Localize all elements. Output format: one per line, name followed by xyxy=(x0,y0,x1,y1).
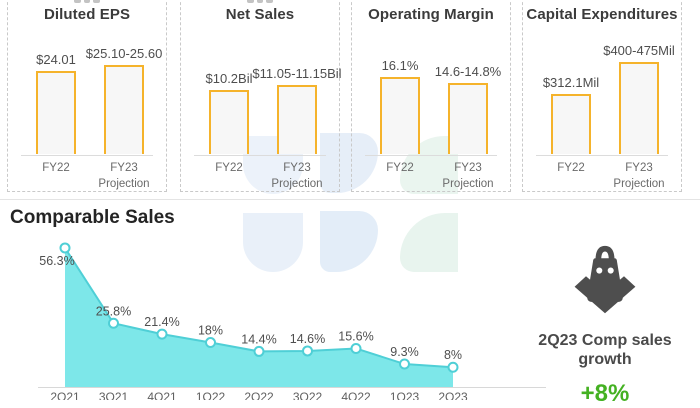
data-point-label: 14.4% xyxy=(241,332,276,346)
data-point-marker xyxy=(59,242,71,254)
icon-fragment xyxy=(247,0,254,3)
kpi-panel-4: Capital Expenditures $312.1Mil FY22 $400-47… xyxy=(522,0,682,192)
data-point-label: 56.3% xyxy=(39,254,74,268)
watermark-petal-icon xyxy=(243,213,303,272)
bag-dot xyxy=(607,267,614,274)
kpi-x-label: FY23 Projection xyxy=(613,162,665,190)
data-point-label: 9.3% xyxy=(390,345,419,359)
kpi-bar xyxy=(619,62,659,154)
kpi-bar xyxy=(551,94,591,154)
icon-fragment xyxy=(83,0,91,3)
x-tick-label: 2Q21 xyxy=(50,390,80,400)
x-tick-label: 2Q22 xyxy=(244,390,274,400)
kpi-title: Diluted EPS xyxy=(43,6,131,23)
data-point-marker xyxy=(302,345,313,357)
bag-handle xyxy=(595,245,615,263)
kpi-bar-value: $400-475Mil xyxy=(603,43,675,58)
cut-off-icon xyxy=(247,0,274,3)
callout-value: +8% xyxy=(580,380,630,408)
kpi-bar xyxy=(277,85,317,154)
kpi-x-label: FY22 xyxy=(386,162,414,174)
x-tick-label: 1Q23 xyxy=(390,390,420,400)
kpi-bar xyxy=(448,83,488,154)
kpi-x-label: FY23 Projection xyxy=(271,162,323,190)
data-point-marker xyxy=(156,328,168,340)
data-point-marker xyxy=(108,317,119,329)
bag-body xyxy=(587,258,623,302)
data-point-label: 15.6% xyxy=(338,329,373,343)
kpi-bar-value: $24.01 xyxy=(36,52,76,67)
kpi-panel-2: Net Sales $10.2Bil FY22 $11.05-11.15Bil FY23… xyxy=(180,0,342,192)
kpi-x-label: FY22 xyxy=(42,162,70,174)
kpi-baseline xyxy=(365,155,497,156)
kpi-title: Operating Margin xyxy=(368,6,494,23)
section-divider xyxy=(0,199,700,200)
data-point-label: 8% xyxy=(444,348,462,362)
comparable-sales-heading: Comparable Sales xyxy=(10,207,175,228)
x-tick-label: 4Q21 xyxy=(147,390,177,400)
kpi-title: Net Sales xyxy=(225,6,295,23)
kpi-bar-value: 16.1% xyxy=(381,58,419,73)
kpi-x-label: FY23 Projection xyxy=(98,162,150,190)
icon-fragment xyxy=(74,0,81,3)
data-point-label: 25.8% xyxy=(96,304,131,318)
kpi-bar-value: $11.05-11.15Bil xyxy=(252,66,342,81)
x-tick-label: 1Q22 xyxy=(196,390,226,400)
kpi-bar-value: $25.10-25.60 xyxy=(85,46,163,61)
data-point-marker xyxy=(253,345,265,357)
kpi-panel-1: Diluted EPS $24.01 FY22 $25.10-25.60 FY23 Pr… xyxy=(7,0,167,192)
kpi-bar-value: 14.6-14.8% xyxy=(434,64,502,79)
icon-fragment xyxy=(93,0,101,3)
data-point-label: 18% xyxy=(198,324,223,338)
kpi-bar-value: $312.1Mil xyxy=(542,75,600,90)
x-tick-label: 3Q21 xyxy=(99,390,129,400)
data-point-marker xyxy=(205,337,216,349)
callout-label: 2Q23 Comp sales growth xyxy=(538,332,672,369)
icon-fragment xyxy=(266,0,274,3)
kpi-bar xyxy=(209,90,249,154)
icon-fragment xyxy=(256,0,264,3)
kpi-baseline xyxy=(194,155,326,156)
data-point-label: 14.6% xyxy=(290,332,325,346)
x-tick-label: 2Q23 xyxy=(438,390,468,400)
kpi-bar-value: $10.2Bil xyxy=(205,71,253,86)
data-point-marker xyxy=(447,361,459,373)
comp-sales-callout: 2Q23 Comp sales growth +8% xyxy=(523,242,687,408)
data-point-marker xyxy=(350,342,362,354)
x-tick-label: 4Q22 xyxy=(341,390,371,400)
kpi-title: Capital Expenditures xyxy=(526,6,678,23)
kpi-baseline xyxy=(21,155,153,156)
kpi-x-label: FY22 xyxy=(557,162,585,174)
comparable-sales-chart: 56.3% 2Q21 25.8% 3Q21 21.4% 4Q21 18% 1Q22 14.4% 2… xyxy=(38,242,546,400)
data-point-label: 21.4% xyxy=(144,315,179,329)
kpi-bar xyxy=(380,77,420,154)
kpi-x-label: FY22 xyxy=(215,162,243,174)
bag-dot xyxy=(596,267,603,274)
kpi-baseline xyxy=(536,155,668,156)
cut-off-icon xyxy=(74,0,101,3)
kpi-bar xyxy=(36,71,76,154)
shopping-bag-icon xyxy=(574,245,636,314)
data-point-marker xyxy=(399,358,410,370)
kpi-panel-3: Operating Margin 16.1% FY22 14.6-14.8% FY23 … xyxy=(351,0,511,192)
kpi-x-label: FY23 Projection xyxy=(442,162,494,190)
kpi-bar xyxy=(104,65,144,154)
x-tick-label: 3Q22 xyxy=(293,390,323,400)
